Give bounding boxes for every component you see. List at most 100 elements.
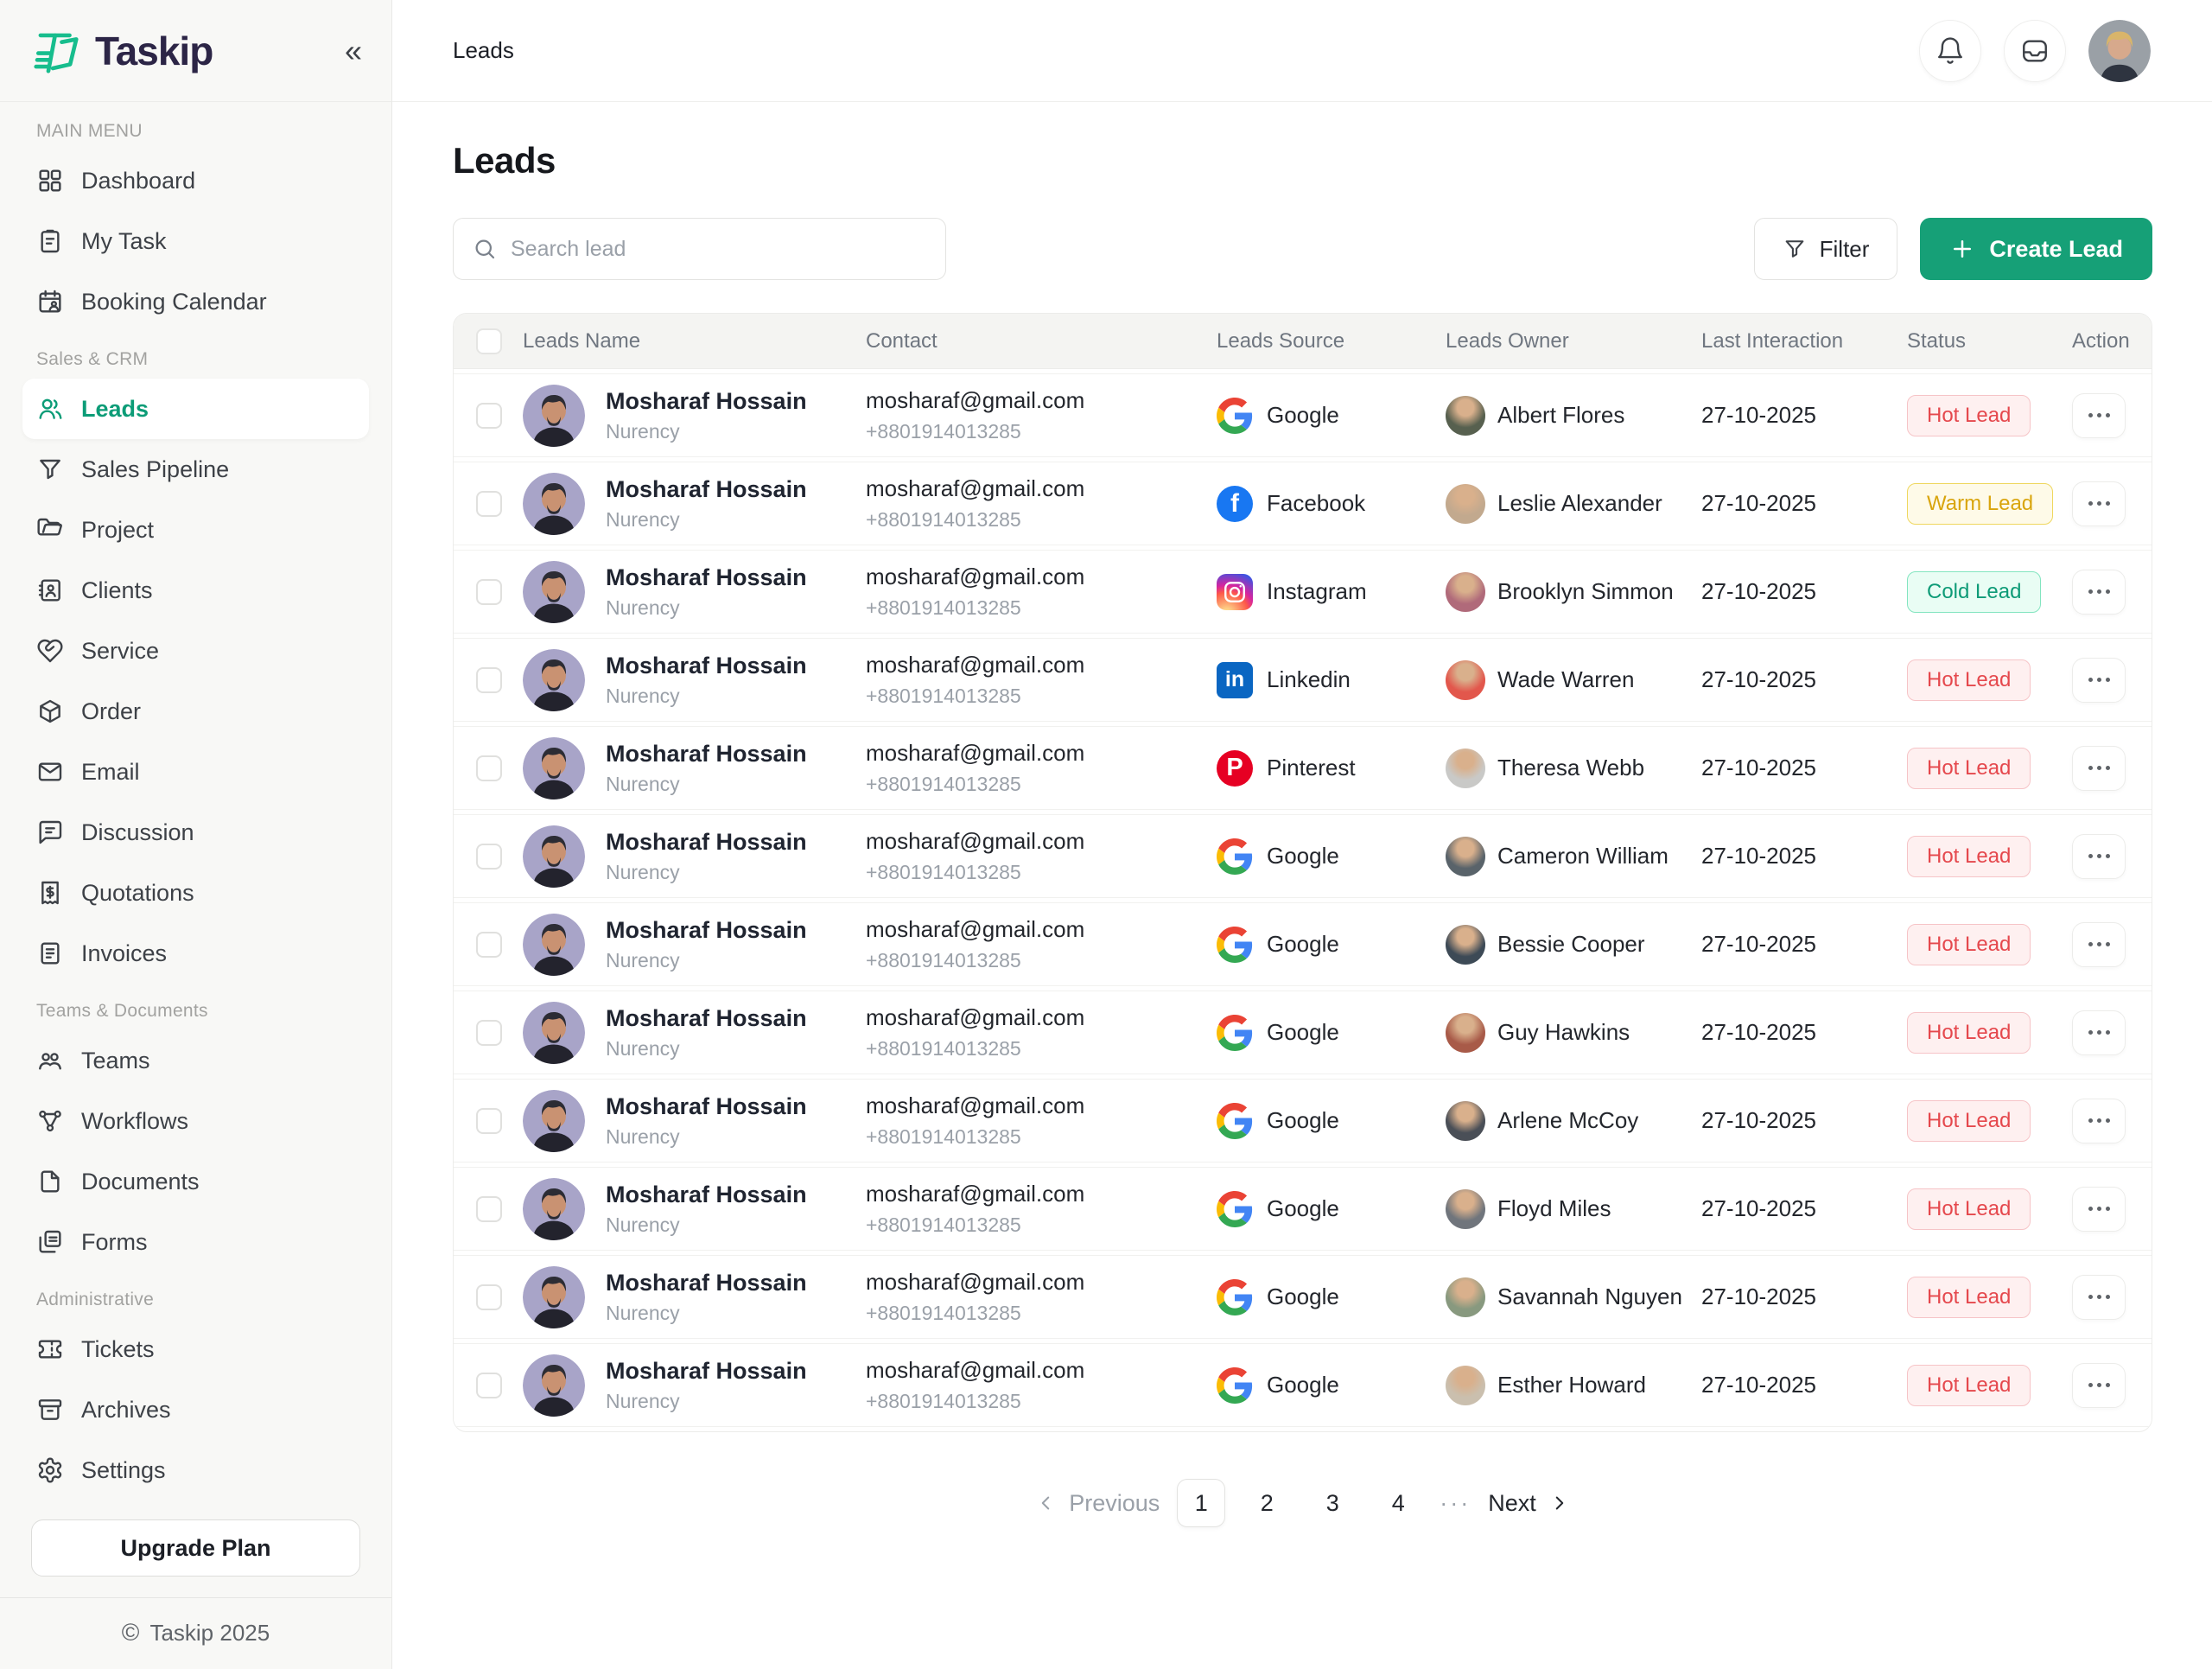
sidebar-item-order[interactable]: Order <box>22 681 369 742</box>
owner-avatar <box>1446 659 1485 700</box>
row-checkbox[interactable] <box>476 931 502 958</box>
create-lead-button[interactable]: Create Lead <box>1920 218 2152 280</box>
row-actions-button[interactable] <box>2072 833 2126 879</box>
row-checkbox[interactable] <box>476 666 502 693</box>
owner-name: Brooklyn Simmon <box>1497 578 1674 604</box>
last-interaction-cell: 27-10-2025 <box>1701 1372 1816 1398</box>
row-actions-button[interactable] <box>2072 481 2126 526</box>
sidebar-section-label: Teams & Documents <box>36 1001 208 1021</box>
sidebar-item-clients[interactable]: Clients <box>22 560 369 621</box>
sidebar-item-booking-calendar[interactable]: Booking Calendar <box>22 271 369 332</box>
row-checkbox[interactable] <box>476 1284 502 1310</box>
status-badge: Hot Lead <box>1907 1099 2031 1142</box>
sidebar-item-service[interactable]: Service <box>22 621 369 681</box>
filter-button[interactable]: Filter <box>1753 218 1898 280</box>
sidebar-item-forms[interactable]: Forms <box>22 1212 369 1272</box>
lead-name-cell: Mosharaf Hossain Nurency <box>523 736 866 799</box>
owner-avatar <box>1446 836 1485 876</box>
leads-source-cell: Instagram <box>1217 573 1446 610</box>
pagination-page-3[interactable]: 3 <box>1325 1489 1339 1516</box>
sidebar-item-settings[interactable]: Settings <box>22 1440 369 1500</box>
sidebar-item-project[interactable]: Project <box>22 500 369 560</box>
row-checkbox[interactable] <box>476 1107 502 1134</box>
sidebar-item-documents[interactable]: Documents <box>22 1151 369 1212</box>
table-row: Mosharaf Hossain Nurency mosharaf@gmail.co… <box>454 373 2152 457</box>
source-label: Facebook <box>1267 490 1366 516</box>
contact-email: mosharaf@gmail.com <box>866 1092 1085 1118</box>
pagination-previous[interactable]: Previous <box>1034 1490 1160 1517</box>
user-avatar[interactable] <box>2088 19 2151 82</box>
sidebar-item-discussion[interactable]: Discussion <box>22 802 369 863</box>
leads-source-cell: Google <box>1217 1014 1446 1051</box>
sidebar-item-quotations[interactable]: Quotations <box>22 863 369 923</box>
lead-name: Mosharaf Hossain <box>606 564 807 590</box>
pagination-page-4[interactable]: 4 <box>1391 1489 1405 1516</box>
owner-avatar <box>1446 924 1485 965</box>
source-label: Instagram <box>1267 578 1367 604</box>
row-checkbox[interactable] <box>476 755 502 781</box>
select-all-checkbox[interactable] <box>476 328 502 354</box>
lead-name-block: Mosharaf Hossain Nurency <box>606 1358 807 1413</box>
row-checkbox[interactable] <box>476 1195 502 1222</box>
leads-source-cell: Google <box>1217 1102 1446 1139</box>
row-actions-button[interactable] <box>2072 1098 2126 1143</box>
sidebar-item-tickets[interactable]: Tickets <box>22 1319 369 1379</box>
status-cell: Hot Lead <box>1907 1011 2072 1054</box>
sidebar-item-workflows[interactable]: Workflows <box>22 1091 369 1151</box>
leads-source-cell: in Linkedin <box>1217 661 1446 698</box>
row-actions-button[interactable] <box>2072 569 2126 615</box>
last-interaction-cell: 27-10-2025 <box>1701 578 1816 604</box>
pagination-page-2[interactable]: 2 <box>1260 1489 1274 1516</box>
lead-name: Mosharaf Hossain <box>606 1092 807 1119</box>
contact-phone: +8801914013285 <box>866 861 1021 883</box>
status-badge: Cold Lead <box>1907 570 2042 613</box>
table-row: Mosharaf Hossain Nurency mosharaf@gmail.co… <box>454 1343 2152 1427</box>
row-actions-button[interactable] <box>2072 392 2126 438</box>
lead-name-cell: Mosharaf Hossain Nurency <box>523 1265 866 1328</box>
lead-name-block: Mosharaf Hossain Nurency <box>606 1093 807 1149</box>
row-actions-button[interactable] <box>2072 1362 2126 1408</box>
row-checkbox[interactable] <box>476 843 502 870</box>
pagination-next[interactable]: Next <box>1488 1490 1571 1517</box>
sidebar-item-label: Forms <box>81 1228 148 1255</box>
sidebar-item-archives[interactable]: Archives <box>22 1379 369 1440</box>
notifications-button[interactable] <box>1919 19 1981 82</box>
filter-button-label: Filter <box>1819 235 1870 262</box>
inbox-button[interactable] <box>2004 19 2066 82</box>
search-input[interactable] <box>453 218 946 280</box>
taskip-logo-icon <box>29 24 83 78</box>
last-interaction-cell: 27-10-2025 <box>1701 1195 1816 1221</box>
sidebar-item-sales-pipeline[interactable]: Sales Pipeline <box>22 439 369 500</box>
row-checkbox-cell <box>454 402 523 429</box>
upgrade-plan-button[interactable]: Upgrade Plan <box>31 1519 360 1577</box>
leads-source-cell: P Pinterest <box>1217 749 1446 787</box>
row-actions-button[interactable] <box>2072 745 2126 791</box>
row-checkbox[interactable] <box>476 1372 502 1398</box>
row-checkbox[interactable] <box>476 490 502 517</box>
row-actions-button[interactable] <box>2072 657 2126 703</box>
row-checkbox[interactable] <box>476 1019 502 1046</box>
row-actions-button[interactable] <box>2072 921 2126 967</box>
email-icon <box>36 758 64 786</box>
row-checkbox-cell <box>454 1195 523 1222</box>
row-checkbox[interactable] <box>476 578 502 605</box>
pagination-ellipsis[interactable]: ··· <box>1440 1489 1471 1516</box>
row-checkbox[interactable] <box>476 402 502 429</box>
sidebar-item-dashboard[interactable]: Dashboard <box>22 150 369 211</box>
sidebar-item-leads[interactable]: Leads <box>22 379 369 439</box>
pagination-page-1[interactable]: 1 <box>1177 1479 1226 1527</box>
row-actions-button[interactable] <box>2072 1010 2126 1055</box>
facebook-icon: f <box>1217 485 1253 522</box>
sidebar-item-invoices[interactable]: Invoices <box>22 923 369 984</box>
row-actions-button[interactable] <box>2072 1186 2126 1232</box>
row-actions-button[interactable] <box>2072 1274 2126 1320</box>
sidebar-item-teams[interactable]: Teams <box>22 1030 369 1091</box>
sidebar-collapse-button[interactable]: « <box>344 32 362 68</box>
sidebar-item-my-task[interactable]: My Task <box>22 211 369 271</box>
leads-owner-cell: Albert Flores <box>1446 395 1701 436</box>
sidebar-item-email[interactable]: Email <box>22 742 369 802</box>
lead-name-block: Mosharaf Hossain Nurency <box>606 564 807 620</box>
sidebar-item-label: Service <box>81 637 160 664</box>
table-row: Mosharaf Hossain Nurency mosharaf@gmail.co… <box>454 902 2152 986</box>
lead-avatar <box>523 1265 585 1328</box>
